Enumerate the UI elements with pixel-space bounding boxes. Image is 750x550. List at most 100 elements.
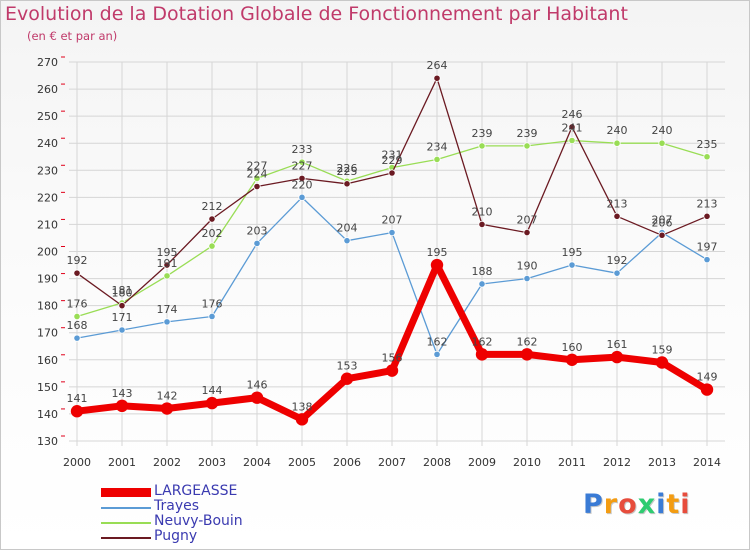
data-label-pugny: 246	[562, 108, 583, 121]
y-tick-label: 220	[37, 191, 58, 204]
data-label-pugny: 195	[157, 246, 178, 259]
data-label-neuvy-bouin: 241	[562, 122, 583, 135]
data-point-neuvy-bouin	[613, 139, 621, 147]
y-tick-label: 230	[37, 164, 58, 177]
data-label-largeasse: 138	[292, 400, 313, 413]
data-point-neuvy-bouin	[73, 312, 81, 321]
x-tick-label: 2003	[198, 456, 226, 469]
data-label-largeasse: 146	[247, 379, 268, 392]
data-point-pugny	[478, 220, 486, 229]
legend-label-largeasse: LARGEASSE	[154, 483, 238, 499]
data-point-largeasse	[385, 364, 399, 377]
data-point-trayes	[433, 350, 441, 358]
y-tick-label: 140	[37, 408, 58, 421]
y-tick-label: 130	[37, 435, 58, 448]
data-point-neuvy-bouin	[703, 153, 711, 161]
y-tick-label: 250	[37, 110, 58, 123]
data-point-neuvy-bouin	[523, 142, 531, 150]
x-tick-label: 2002	[153, 456, 181, 469]
data-point-trayes	[388, 228, 396, 237]
x-tick-label: 2011	[558, 456, 586, 469]
data-point-trayes	[703, 256, 711, 264]
data-label-neuvy-bouin: 240	[607, 124, 628, 137]
data-point-largeasse	[565, 353, 579, 366]
data-label-trayes: 197	[697, 241, 718, 254]
data-point-neuvy-bouin	[658, 139, 666, 147]
data-label-trayes: 174	[157, 303, 178, 316]
data-label-trayes: 176	[202, 297, 223, 310]
data-label-pugny: 224	[247, 168, 268, 181]
data-point-trayes	[478, 280, 486, 288]
data-point-largeasse	[160, 402, 174, 415]
legend-label-pugny: Pugny	[154, 528, 198, 544]
y-tick-label: 180	[37, 300, 58, 313]
data-label-trayes: 220	[292, 178, 313, 191]
data-label-pugny: 213	[607, 197, 628, 210]
data-point-pugny	[658, 231, 666, 239]
data-label-neuvy-bouin: 181	[112, 284, 133, 297]
data-label-neuvy-bouin: 191	[157, 257, 178, 270]
data-point-largeasse	[205, 396, 219, 410]
data-label-pugny: 227	[292, 159, 313, 172]
data-point-neuvy-bouin	[163, 272, 171, 280]
data-label-pugny: 207	[517, 214, 538, 227]
data-label-largeasse: 162	[517, 335, 538, 348]
data-point-pugny	[523, 228, 531, 237]
y-tick-label: 190	[37, 273, 58, 286]
data-point-neuvy-bouin	[433, 155, 441, 164]
data-label-largeasse: 143	[112, 387, 133, 400]
data-point-neuvy-bouin	[253, 174, 261, 183]
x-tick-label: 2009	[468, 456, 496, 469]
data-label-neuvy-bouin: 240	[652, 124, 673, 137]
x-tick-label: 2012	[603, 456, 631, 469]
data-label-pugny: 212	[202, 200, 223, 213]
data-point-pugny	[118, 302, 126, 310]
data-point-trayes	[613, 269, 621, 277]
data-label-neuvy-bouin: 235	[697, 138, 718, 151]
x-tick-label: 2001	[108, 456, 136, 469]
data-label-trayes: 188	[472, 265, 493, 278]
proxiti-watermark: Proxiti	[583, 489, 691, 520]
data-point-largeasse	[475, 348, 489, 361]
data-point-largeasse	[340, 372, 354, 385]
data-point-largeasse	[295, 413, 309, 426]
chart-title: Evolution de la Dotation Globale de Fonc…	[5, 3, 628, 25]
data-label-pugny: 192	[67, 254, 88, 267]
data-point-largeasse	[70, 405, 84, 418]
y-tick-label: 160	[37, 354, 58, 367]
x-tick-label: 2006	[333, 456, 361, 469]
data-point-neuvy-bouin	[568, 136, 576, 145]
x-tick-label: 2014	[693, 456, 721, 469]
data-label-pugny: 213	[697, 197, 718, 210]
data-label-neuvy-bouin: 231	[382, 149, 403, 162]
data-point-pugny	[298, 174, 306, 183]
data-label-largeasse: 144	[202, 384, 223, 397]
data-label-largeasse: 156	[382, 352, 403, 365]
data-point-largeasse	[250, 391, 264, 404]
data-label-neuvy-bouin: 239	[517, 127, 538, 140]
data-label-pugny: 206	[652, 216, 673, 229]
data-label-trayes: 204	[337, 222, 358, 235]
y-tick-label: 240	[37, 137, 58, 150]
data-point-largeasse	[610, 350, 624, 364]
data-point-pugny	[613, 212, 621, 220]
data-point-trayes	[343, 237, 351, 245]
data-label-trayes: 207	[382, 214, 403, 227]
data-label-largeasse: 162	[472, 335, 493, 348]
data-label-largeasse: 161	[607, 338, 628, 351]
data-point-trayes	[163, 318, 171, 326]
x-tick-label: 2013	[648, 456, 676, 469]
data-point-neuvy-bouin	[208, 242, 216, 250]
y-tick-label: 150	[37, 381, 58, 394]
data-point-pugny	[343, 180, 351, 188]
data-label-trayes: 195	[562, 246, 583, 259]
data-point-neuvy-bouin	[298, 158, 306, 166]
data-label-pugny: 264	[427, 59, 448, 72]
data-point-pugny	[568, 123, 576, 131]
data-point-trayes	[208, 312, 216, 321]
data-point-trayes	[73, 334, 81, 342]
legend-swatch-largeasse	[101, 488, 151, 497]
data-point-trayes	[568, 261, 576, 269]
data-point-pugny	[208, 215, 216, 223]
